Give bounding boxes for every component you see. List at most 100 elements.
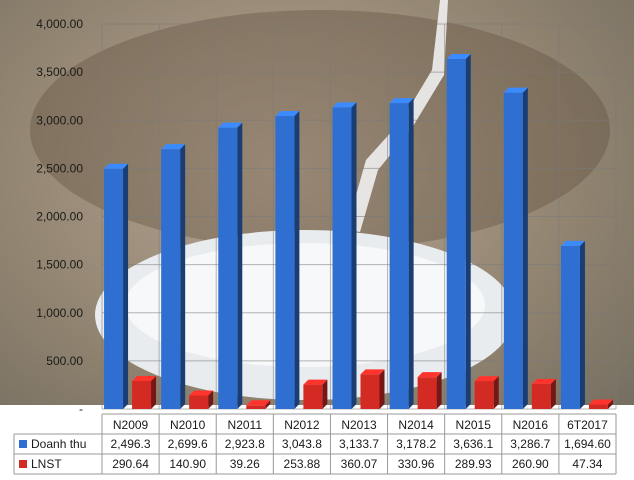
bar-top [303,379,328,385]
bar-side [351,102,357,409]
legend-key [19,440,27,448]
data-label: 3,133.7 [339,437,379,451]
y-tick-label: 2,500.00 [36,161,83,175]
bar-top [132,376,157,382]
data-label: 330.96 [398,457,435,471]
bar-top [189,390,214,396]
bar-side [607,399,613,409]
bar-top [332,102,357,108]
bar-lnst-n2010 [189,390,214,409]
bar-lnst-n2014 [417,372,442,409]
bar-front [417,377,437,409]
bar-doanh-thu-n2014 [389,98,414,409]
bar-side [579,240,585,409]
bar-top [560,240,585,246]
bar-top [389,98,414,104]
data-label: 3,043.8 [282,437,322,451]
bar-side [465,54,471,409]
bar-doanh-thu-n2010 [161,144,186,409]
bar-front [503,92,523,410]
bar-doanh-thu-n2016 [503,87,528,410]
data-label: 3,178.2 [396,437,436,451]
data-label: 3,636.1 [453,437,493,451]
bar-side [151,376,157,409]
bar-top [360,369,385,375]
bar-side [493,376,499,409]
bars [104,54,613,410]
bar-front [275,116,295,410]
y-tick-label: 2,000.00 [36,210,83,224]
y-tick-label: 3,000.00 [36,113,83,127]
data-label: 360.07 [341,457,378,471]
x-tick-label: N2014 [398,418,434,432]
legend-label: Doanh thu [31,437,86,451]
legend-label: LNST [31,457,62,471]
bar-side [237,122,243,409]
data-label: 290.64 [112,457,149,471]
bar-side [322,379,328,409]
bar-front [132,381,152,409]
y-tick-label: 1,500.00 [36,258,83,272]
x-tick-label: N2013 [341,418,377,432]
bar-front [446,59,466,409]
bar-front [389,103,409,409]
bar-top [503,87,528,93]
bar-top [275,111,300,117]
data-label: 1,694.60 [564,437,611,451]
bar-front [560,245,580,409]
bar-top [218,122,243,128]
data-label: 140.90 [169,457,206,471]
bar-side [208,390,214,409]
bar-front [303,384,323,409]
y-tick-label: - [79,402,83,416]
bar-side [294,111,300,410]
bar-front [332,107,352,409]
bar-front [104,168,124,409]
bar-doanh-thu-n2009 [104,163,129,409]
x-tick-label: N2011 [228,418,263,432]
data-table: N2009 N2010 N2011 N2012 N2013 N2014 N2015 N2016… [13,413,617,475]
x-tick-label: N2012 [284,418,320,432]
bar-doanh-thu-n2011 [218,122,243,409]
bar-top [446,54,471,60]
bar-top [104,163,129,169]
x-tick-label: N2016 [513,418,549,432]
bar-top [161,144,186,150]
bar-top [417,372,442,378]
y-tick-label: 1,000.00 [36,306,83,320]
bar-front [474,381,494,409]
x-tick-label: N2015 [456,418,492,432]
bar-side [265,400,271,409]
bar-doanh-thu-6t2017 [560,240,585,409]
bar-side [123,163,129,409]
gridlines [101,23,617,410]
data-label: 3,286.7 [510,437,550,451]
bar-front [246,405,266,409]
bar-doanh-thu-n2013 [332,102,357,409]
bar-side [408,98,414,409]
y-axis-tick-labels: - 500.00 1,000.00 1,500.00 2,000.00 2,500.00 3… [36,17,83,416]
bar-front [189,395,209,409]
bar-side [180,144,186,409]
bar-lnst-n2016 [531,378,556,409]
data-label: 47.34 [572,457,602,471]
y-tick-label: 500.00 [46,354,83,368]
data-label: 2,699.6 [168,437,208,451]
data-label: 260.90 [512,457,549,471]
bar-top [474,376,499,382]
bar-side [550,378,556,409]
data-label: 253.88 [284,457,321,471]
bar-front [360,374,380,409]
bar-front [218,127,238,409]
data-label: 2,496.3 [111,437,151,451]
x-tick-label: N2009 [113,418,149,432]
bar-lnst-n2015 [474,376,499,409]
bar-front [161,149,181,409]
bar-doanh-thu-n2012 [275,111,300,410]
bar-side [522,87,528,410]
bar-top [246,400,271,406]
bar-lnst-n2009 [132,376,157,409]
bar-side [436,372,442,409]
